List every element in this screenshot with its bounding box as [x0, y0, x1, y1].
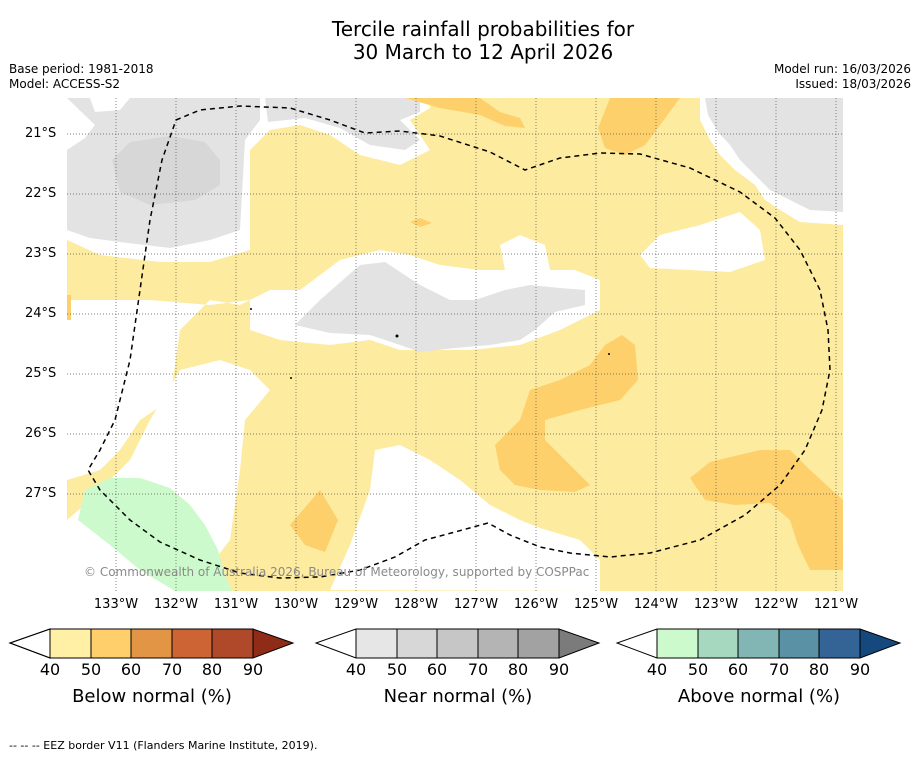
- lat-label: 22°S: [25, 186, 57, 201]
- colorbar-tick: 40: [646, 660, 668, 679]
- eez-border: [87, 105, 831, 579]
- lon-label: 130°W: [273, 597, 319, 612]
- lon-label: 127°W: [453, 597, 499, 612]
- colorbar-title-below: Below normal (%): [72, 686, 232, 707]
- colorbar-tick: 70: [467, 660, 489, 679]
- lat-label: 27°S: [25, 486, 57, 501]
- colorbar-title-above: Above normal (%): [677, 686, 841, 707]
- colorbar-tick: 60: [426, 660, 448, 679]
- probability-map: [67, 98, 843, 591]
- colorbar-tick: 60: [120, 660, 142, 679]
- colorbar-tick: 80: [507, 660, 529, 679]
- lat-label: 25°S: [25, 366, 57, 381]
- lon-label: 124°W: [633, 597, 679, 612]
- model-info: Base period: 1981-2018 Model: ACCESS-S2: [9, 62, 154, 92]
- copyright-notice: © Commonwealth of Australia 2026, Bureau…: [84, 565, 590, 579]
- below-normal-50-area: [690, 450, 843, 570]
- lon-label: 126°W: [513, 597, 559, 612]
- colorbar-tick: 90: [548, 660, 570, 679]
- colorbar-tick: 80: [808, 660, 830, 679]
- lon-label: 128°W: [393, 597, 439, 612]
- below-normal-50-area: [405, 98, 525, 128]
- colorbar-tick: 90: [242, 660, 264, 679]
- colorbar-below: [8, 628, 295, 659]
- small-islands: [250, 308, 610, 379]
- lon-label: 121°W: [813, 597, 859, 612]
- colorbar-near: [314, 628, 601, 659]
- graticule: [67, 98, 843, 591]
- colorbar-tick: 80: [201, 660, 223, 679]
- colorbar-tick: 40: [345, 660, 367, 679]
- no-signal-area: [330, 445, 600, 591]
- no-signal-area: [67, 235, 600, 480]
- colorbar-tick: 70: [768, 660, 790, 679]
- lat-label: 23°S: [25, 246, 57, 261]
- base-period: Base period: 1981-2018: [9, 62, 154, 76]
- below-normal-50-area: [290, 490, 338, 552]
- near-normal-area: [112, 136, 220, 205]
- lon-label: 123°W: [693, 597, 739, 612]
- eez-source-note: -- -- -- EEZ border V11 (Flanders Marine…: [9, 739, 318, 752]
- lon-label: 131°W: [213, 597, 259, 612]
- lon-label: 132°W: [153, 597, 199, 612]
- colorbar-tick: 70: [161, 660, 183, 679]
- below-normal-50-area: [495, 335, 638, 492]
- colorbar-tick: 50: [687, 660, 709, 679]
- lon-label: 125°W: [573, 597, 619, 612]
- lat-label: 24°S: [25, 306, 57, 321]
- below-normal-50-area: [410, 218, 432, 227]
- colorbar-tick: 50: [386, 660, 408, 679]
- colorbar-above: [615, 628, 902, 659]
- colorbar-tick: 60: [727, 660, 749, 679]
- model-name: Model: ACCESS-S2: [9, 77, 121, 91]
- title-line-1: Tercile rainfall probabilities for: [331, 17, 635, 41]
- below-normal-50-area: [598, 98, 680, 155]
- colorbar-tick: 90: [849, 660, 871, 679]
- chart-title: Tercile rainfall probabilities for 30 Ma…: [0, 18, 919, 64]
- issued-date: Issued: 18/03/2026: [795, 77, 911, 91]
- lat-label: 26°S: [25, 426, 57, 441]
- below-normal-50-area: [67, 295, 71, 320]
- lon-label: 133°W: [93, 597, 139, 612]
- near-normal-area: [705, 98, 843, 212]
- near-normal-area: [295, 262, 585, 352]
- lat-label: 21°S: [25, 126, 57, 141]
- model-run-date: Model run: 16/03/2026: [773, 62, 911, 76]
- colorbar-title-near: Near normal (%): [383, 686, 533, 707]
- colorbar-tick: 40: [39, 660, 61, 679]
- lon-label: 122°W: [753, 597, 799, 612]
- run-info: Model run: 16/03/2026 Issued: 18/03/2026: [774, 62, 911, 92]
- colorbar-tick: 50: [80, 660, 102, 679]
- no-signal-area: [640, 212, 765, 272]
- title-line-2: 30 March to 12 April 2026: [352, 40, 614, 64]
- lon-label: 129°W: [333, 597, 379, 612]
